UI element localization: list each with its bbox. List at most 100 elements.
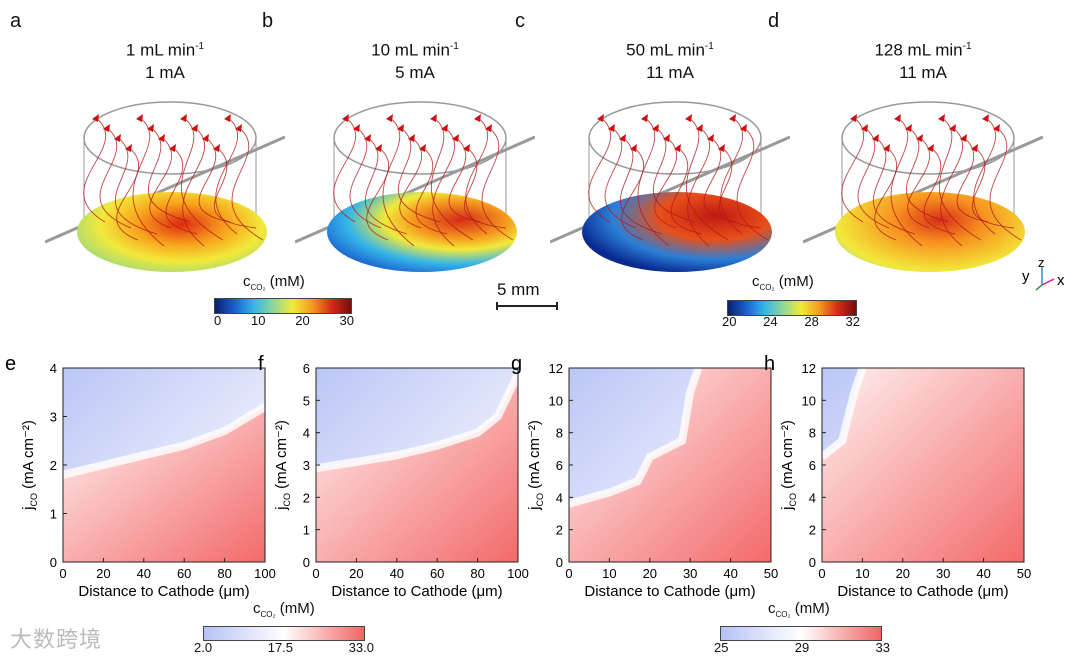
y-tick-label: 10 xyxy=(802,393,816,408)
streamline xyxy=(366,146,390,241)
streamline xyxy=(989,126,1022,241)
high-region xyxy=(63,406,265,562)
x-tick-label: 100 xyxy=(254,566,276,581)
x-tick-label: 20 xyxy=(349,566,363,581)
arrow-icon xyxy=(850,114,857,122)
colorbar-top-right xyxy=(727,300,857,316)
arrow-icon xyxy=(397,124,404,132)
y-tick-label: 2 xyxy=(50,458,57,473)
y-tick-label: 2 xyxy=(303,490,310,505)
arrow-icon xyxy=(982,114,989,122)
x-axis-label: Distance to Cathode (μm) xyxy=(837,583,1008,600)
current: 1 mA xyxy=(145,62,185,82)
heatmap-g: g 0 10 20 30 40 50 0 2 4 6 8 10 12 Distance to Cathode… xyxy=(511,353,778,600)
colorbar-bottom-right-ticks: 25 29 33 xyxy=(714,640,890,655)
arrow-icon xyxy=(740,124,747,132)
flow-rate: 128 mL min xyxy=(874,40,963,60)
arrow-icon xyxy=(861,124,868,132)
streamline xyxy=(116,146,140,241)
flow-rate: 50 mL min xyxy=(626,40,705,60)
colorbar-top-left-ticks: 0 10 20 30 xyxy=(214,313,354,328)
y-tick-label: 12 xyxy=(802,361,816,376)
flow-simulation-d xyxy=(803,101,1043,272)
flow-rate: 10 mL min xyxy=(371,40,450,60)
arrow-icon xyxy=(608,124,615,132)
streamline xyxy=(463,146,507,229)
y-tick-label: 10 xyxy=(549,393,563,408)
arrow-icon xyxy=(103,124,110,132)
arrow-icon xyxy=(180,114,187,122)
arrow-icon xyxy=(125,144,132,152)
streamline xyxy=(718,146,762,229)
arrow-icon xyxy=(375,144,382,152)
x-axis-label: Distance to Cathode (μm) xyxy=(584,583,755,600)
arrow-icon xyxy=(949,124,956,132)
x-tick-label: 40 xyxy=(723,566,737,581)
y-tick-label: 12 xyxy=(549,361,563,376)
arrow-icon xyxy=(729,114,736,122)
arrow-icon xyxy=(485,124,492,132)
high-region xyxy=(569,368,771,562)
watermark: 大数跨境 xyxy=(10,627,103,652)
panel-label-e: e xyxy=(5,353,16,375)
x-tick-label: 0 xyxy=(312,566,319,581)
panel-title-b: 10 mL min-1 5 mA xyxy=(335,36,495,84)
flow-simulation-b xyxy=(295,101,535,272)
y-tick-label: 0 xyxy=(556,555,563,570)
arrow-icon xyxy=(224,114,231,122)
x-tick-label: 80 xyxy=(217,566,231,581)
axis-y-label: y xyxy=(1022,268,1030,285)
x-tick-label: 0 xyxy=(59,566,66,581)
panel-title-c: 50 mL min-1 11 mA xyxy=(590,36,750,84)
streamline xyxy=(923,146,956,235)
streamline xyxy=(165,146,198,235)
panel-label-c: c xyxy=(515,10,525,32)
colorbar-top-left-label: cCO₂ (mM) xyxy=(243,273,305,292)
panel-label-b: b xyxy=(262,10,274,32)
panel-label-g: g xyxy=(511,353,522,375)
y-tick-label: 4 xyxy=(303,426,310,441)
x-tick-label: 60 xyxy=(430,566,444,581)
y-tick-label: 3 xyxy=(50,410,57,425)
arrow-icon xyxy=(136,114,143,122)
colorbar-top-right-label: cCO₂ (mM) xyxy=(752,273,814,292)
arrow-icon xyxy=(883,144,890,152)
colorbar-bottom-right-label: cCO₂ (mM) xyxy=(768,600,830,619)
arrow-icon xyxy=(452,134,459,142)
arrow-icon xyxy=(235,124,242,132)
y-tick-label: 6 xyxy=(809,458,816,473)
arrow-icon xyxy=(960,134,967,142)
x-axis-label: Distance to Cathode (μm) xyxy=(331,583,502,600)
flow-exponent: -1 xyxy=(195,41,205,52)
heatmap-h: h 0 10 20 30 40 50 0 2 4 6 8 10 12 Distance to Cathode… xyxy=(764,353,1031,600)
y-tick-label: 3 xyxy=(303,458,310,473)
current: 5 mA xyxy=(395,62,435,82)
flow-exponent: -1 xyxy=(962,41,972,52)
colorbar-top-right-ticks: 20 24 28 32 xyxy=(722,314,860,329)
axes-triad-icon: y z x xyxy=(1022,255,1065,291)
arrow-icon xyxy=(213,144,220,152)
y-tick-label: 8 xyxy=(809,426,816,441)
scale-bar xyxy=(496,302,558,310)
axis-z-label: z xyxy=(1038,255,1045,270)
y-tick-label: 0 xyxy=(303,555,310,570)
y-tick-label: 1 xyxy=(303,523,310,538)
y-tick-label: 6 xyxy=(556,458,563,473)
arrow-icon xyxy=(872,134,879,142)
streamline xyxy=(415,146,448,235)
y-tick-label: 0 xyxy=(50,555,57,570)
flow-exponent: -1 xyxy=(704,41,714,52)
arrow-icon xyxy=(663,134,670,142)
contour-line xyxy=(819,366,867,461)
x-tick-label: 40 xyxy=(390,566,404,581)
colorbar-bottom-left xyxy=(203,626,365,641)
arrow-icon xyxy=(641,114,648,122)
y-tick-label: 5 xyxy=(303,393,310,408)
heatmap-e: e 0 20 40 60 80 100 0 1 2 3 4 Distance to Cathode (μ… xyxy=(5,353,276,600)
y-tick-label: 4 xyxy=(556,490,563,505)
contour-line xyxy=(315,372,522,473)
flow-exponent: -1 xyxy=(449,41,459,52)
arrow-icon xyxy=(353,124,360,132)
arrow-icon xyxy=(169,144,176,152)
